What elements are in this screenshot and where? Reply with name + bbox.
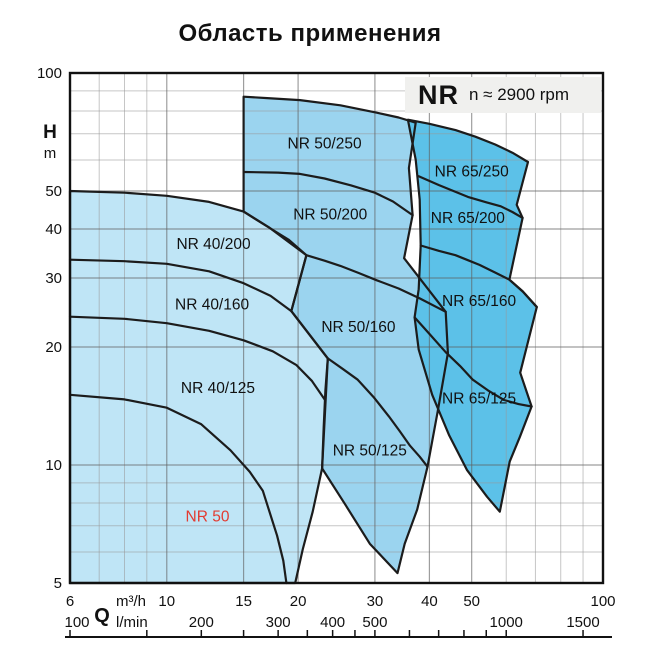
speed-label: n ≈ 2900 rpm xyxy=(469,85,570,104)
x-tick-m3h: 6 xyxy=(66,593,74,610)
region-label: NR 50/160 xyxy=(321,319,395,336)
x-axis-unit-lmin: l/min xyxy=(116,614,148,631)
region-label: NR 50/250 xyxy=(288,136,362,153)
x-tick-m3h: 20 xyxy=(290,593,307,610)
x-tick-m3h: 50 xyxy=(463,593,480,610)
region-label: NR 40/160 xyxy=(175,296,249,313)
x-axis-unit-m3h: m³/h xyxy=(116,593,146,610)
series-speed-badge: NR n ≈ 2900 rpm xyxy=(405,77,601,113)
y-axis-unit: m xyxy=(44,145,57,162)
x-tick-m3h: 30 xyxy=(367,593,384,610)
region-outline xyxy=(242,95,449,575)
gridlines xyxy=(70,73,603,583)
region-label: NR 65/160 xyxy=(442,293,516,310)
region-label: NR 50/200 xyxy=(293,207,367,224)
y-tick-label: 30 xyxy=(45,270,62,287)
page-title: Область применения xyxy=(178,20,442,47)
x-tick-lmin: 1500 xyxy=(566,614,599,631)
region-label: NR 50 xyxy=(186,508,230,525)
x-tick-lmin: 300 xyxy=(266,614,291,631)
series-name-label: NR xyxy=(418,79,459,110)
region-label: NR 65/125 xyxy=(442,390,516,407)
plot-frame xyxy=(68,71,605,585)
boundary-curve xyxy=(417,175,524,219)
x-tick-lmin: 200 xyxy=(189,614,214,631)
region-boundary-curves xyxy=(68,95,538,585)
lmin-ruler xyxy=(65,630,612,638)
boundary-curve xyxy=(68,315,326,401)
y-axis-symbol: H xyxy=(43,122,57,143)
region-outline xyxy=(406,118,538,513)
boundary-curve xyxy=(68,393,288,585)
boundary-curve xyxy=(305,254,447,313)
x-tick-m3h: 15 xyxy=(235,593,252,610)
region-fill-nr-50-family xyxy=(243,96,448,574)
x-tick-m3h: 100 xyxy=(590,593,615,610)
region-label: NR 40/200 xyxy=(176,236,250,253)
x-tick-m3h: 10 xyxy=(158,593,175,610)
y-tick-label: 20 xyxy=(45,339,62,356)
y-tick-label: 10 xyxy=(45,457,62,474)
x-tick-lmin: 1000 xyxy=(490,614,523,631)
pump-family-regions xyxy=(70,96,537,583)
boundary-curve xyxy=(326,357,429,468)
y-tick-label: 40 xyxy=(45,221,62,238)
x-tick-lmin: 400 xyxy=(320,614,345,631)
region-fill-nr-40-family xyxy=(70,191,328,583)
region-labels: NR 50/250 NR 65/250 NR 50/200 NR 65/200 NR 4… xyxy=(175,136,517,526)
x-axis-symbol: Q xyxy=(94,605,110,627)
y-tick-label: 50 xyxy=(45,183,62,200)
region-label: NR 65/250 xyxy=(435,164,509,181)
x-tick-lmin: 100 xyxy=(64,614,89,631)
x-axis: 6 10 15 20 30 40 50 100 100 200 300 400 500 1000 1500 Q… xyxy=(64,593,615,631)
y-tick-label: 100 xyxy=(37,65,62,82)
boundary-curve xyxy=(419,244,538,309)
x-tick-m3h: 40 xyxy=(421,593,438,610)
y-axis: 100 50 40 30 20 10 5 Hm xyxy=(37,65,62,592)
region-label: NR 65/200 xyxy=(431,210,505,227)
boundary-curve xyxy=(68,258,293,313)
region-label: NR 40/125 xyxy=(181,380,255,397)
boundary-curve xyxy=(242,170,414,217)
boundary-curve xyxy=(413,316,533,408)
x-tick-lmin: 500 xyxy=(362,614,387,631)
region-label: NR 50/125 xyxy=(333,442,407,459)
y-tick-label: 5 xyxy=(54,575,62,592)
